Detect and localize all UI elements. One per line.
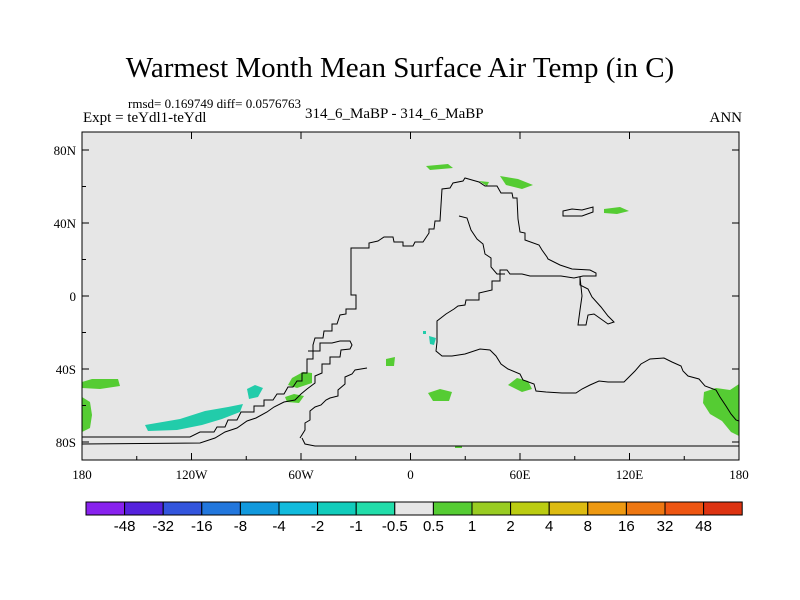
colorbar-label: 2 bbox=[506, 518, 514, 535]
lat-label: 40N bbox=[54, 216, 77, 231]
lon-label: 60W bbox=[288, 467, 314, 482]
colorbar: -48 -32 -16 -8 -4 -2 -1 -0.5 0.5 1 2 4 8 16 32 48 bbox=[85, 501, 743, 535]
colorbar-label: 32 bbox=[657, 518, 674, 535]
positive-anomaly-patches bbox=[82, 164, 739, 448]
colorbar-swatch bbox=[587, 501, 627, 516]
colorbar-label: 48 bbox=[695, 518, 712, 535]
lat-label: 0 bbox=[70, 289, 77, 304]
anomaly-patch bbox=[703, 384, 739, 436]
lon-label: 180 bbox=[729, 467, 749, 482]
lon-labels: 180 120W 60W 0 60E 120E 180 bbox=[72, 467, 749, 482]
continent-outline bbox=[81, 340, 353, 445]
continent-outline bbox=[299, 367, 368, 439]
lon-label: 120W bbox=[176, 467, 209, 482]
colorbar-swatch bbox=[239, 501, 280, 516]
experiment-label: Expt = teYdl1-teYdl bbox=[83, 110, 207, 126]
anomaly-patch bbox=[500, 176, 533, 189]
anomaly-patch bbox=[423, 331, 426, 334]
anomaly-patch bbox=[429, 336, 436, 345]
colorbar-swatch bbox=[355, 501, 396, 516]
lat-label: 80S bbox=[56, 435, 76, 450]
colorbar-label: 4 bbox=[545, 518, 553, 535]
colorbar-label: 16 bbox=[618, 518, 635, 535]
lon-axis bbox=[81, 132, 740, 460]
colorbar-swatch bbox=[394, 501, 434, 516]
colorbar-label: 8 bbox=[584, 518, 592, 535]
colorbar-swatch bbox=[85, 501, 126, 516]
continent-outline bbox=[458, 215, 505, 275]
lon-label: 0 bbox=[407, 467, 414, 482]
colorbar-swatch bbox=[703, 501, 743, 516]
colorbar-swatch bbox=[510, 501, 550, 516]
colorbar-label: 0.5 bbox=[423, 518, 444, 535]
anomaly-patch bbox=[604, 207, 629, 214]
colorbar-swatch bbox=[548, 501, 589, 516]
colorbar-swatch bbox=[317, 501, 357, 516]
colorbar-swatch bbox=[664, 501, 705, 516]
chart-title: Warmest Month Mean Surface Air Temp (in … bbox=[125, 52, 675, 84]
colorbar-label: -2 bbox=[311, 518, 324, 535]
colorbar-label: -16 bbox=[191, 518, 213, 535]
colorbar-swatch bbox=[278, 501, 319, 516]
anomaly-patch bbox=[82, 379, 120, 389]
lat-labels: 80N 40N 0 40S 80S bbox=[54, 143, 77, 450]
season-label: ANN bbox=[709, 110, 743, 126]
anomaly-patch bbox=[288, 372, 312, 388]
case-label: 314_6_MaBP - 314_6_MaBP bbox=[305, 106, 484, 122]
colorbar-label: -8 bbox=[234, 518, 247, 535]
colorbar-swatch bbox=[625, 501, 666, 516]
lat-axis bbox=[82, 149, 739, 443]
anomaly-patch bbox=[145, 404, 243, 431]
colorbar-label: 1 bbox=[468, 518, 476, 535]
continent-outline bbox=[301, 437, 739, 447]
colorbar-swatch bbox=[471, 501, 512, 516]
coastlines bbox=[81, 177, 740, 447]
colorbar-swatch bbox=[201, 501, 241, 516]
anomaly-patch bbox=[426, 164, 453, 170]
lat-label: 40S bbox=[56, 362, 76, 377]
continent-outline bbox=[562, 206, 594, 217]
anomaly-patch bbox=[479, 181, 489, 186]
lon-label: 60E bbox=[510, 467, 531, 482]
anomaly-patch bbox=[247, 385, 263, 399]
colorbar-swatch bbox=[432, 501, 473, 516]
anomaly-patch bbox=[386, 357, 395, 366]
lon-label: 180 bbox=[72, 467, 92, 482]
colorbar-label: -1 bbox=[350, 518, 363, 535]
colorbar-swatch bbox=[124, 501, 164, 516]
continent-outline bbox=[577, 276, 615, 326]
anomaly-patch bbox=[428, 389, 452, 401]
colorbar-label: -32 bbox=[152, 518, 174, 535]
colorbar-label: -0.5 bbox=[382, 518, 408, 535]
lon-label: 120E bbox=[616, 467, 644, 482]
continent-outline bbox=[82, 177, 740, 438]
colorbar-label: -4 bbox=[272, 518, 285, 535]
map-ocean bbox=[82, 132, 739, 460]
negative-anomaly-patches bbox=[145, 331, 436, 431]
colorbar-swatch bbox=[162, 501, 203, 516]
lat-label: 80N bbox=[54, 143, 77, 158]
stats-label: rmsd= 0.169749 diff= 0.0576763 bbox=[128, 96, 301, 111]
colorbar-label: -48 bbox=[114, 518, 136, 535]
